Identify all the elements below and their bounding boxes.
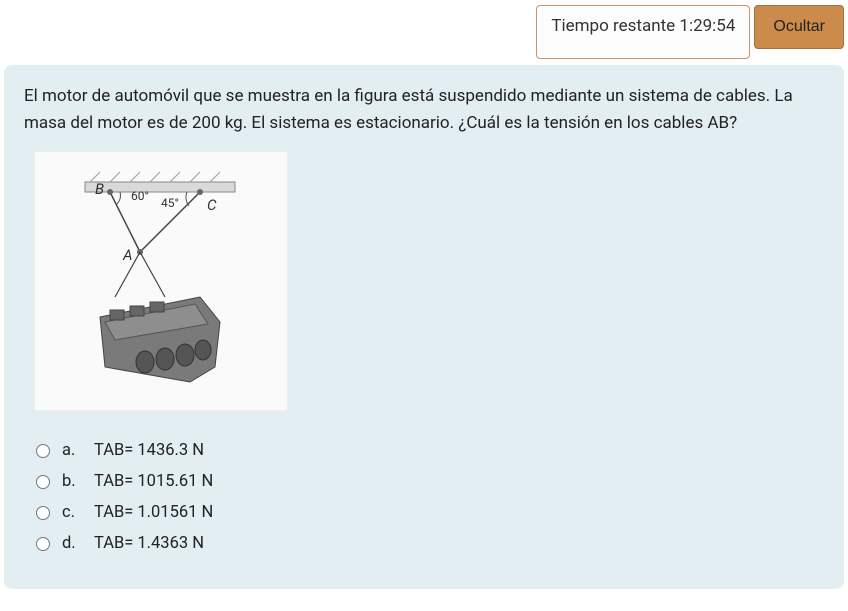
question-figure: B C A 60° 45°	[34, 151, 288, 411]
option-text: TAB= 1015.61 N	[94, 472, 213, 491]
question-text: El motor de automóvil que se muestra en …	[24, 83, 824, 137]
question-card: El motor de automóvil que se muestra en …	[4, 65, 844, 589]
option-text: TAB= 1.4363 N	[94, 534, 204, 553]
angle-45: 45°	[161, 196, 179, 210]
label-A: A	[122, 246, 133, 264]
label-B: B	[95, 180, 104, 198]
engine-icon	[100, 297, 220, 382]
top-bar: Tiempo restante 1:29:54 Ocultar	[0, 0, 848, 59]
timer-box: Tiempo restante 1:29:54	[536, 5, 750, 59]
figure-svg: B C A 60° 45°	[35, 152, 289, 412]
hide-button[interactable]: Ocultar	[754, 5, 844, 49]
option-text: TAB= 1.01561 N	[94, 503, 213, 522]
option-text: TAB= 1436.3 N	[94, 441, 204, 460]
option-d[interactable]: d. TAB= 1.4363 N	[36, 534, 824, 553]
timer-label: Tiempo restante	[551, 16, 675, 36]
option-a[interactable]: a. TAB= 1436.3 N	[36, 441, 824, 460]
options-group: a. TAB= 1436.3 N b. TAB= 1015.61 N c. TA…	[36, 441, 824, 553]
option-b[interactable]: b. TAB= 1015.61 N	[36, 472, 824, 491]
option-c-radio[interactable]	[36, 506, 50, 520]
option-letter: d.	[62, 534, 82, 553]
option-letter: c.	[62, 503, 82, 522]
option-d-radio[interactable]	[36, 537, 50, 551]
option-c[interactable]: c. TAB= 1.01561 N	[36, 503, 824, 522]
timer-value: 1:29:54	[679, 16, 735, 36]
option-b-radio[interactable]	[36, 475, 50, 489]
angle-60: 60°	[131, 189, 149, 203]
option-a-radio[interactable]	[36, 444, 50, 458]
option-letter: b.	[62, 472, 82, 491]
option-letter: a.	[62, 441, 82, 460]
label-C: C	[207, 196, 217, 214]
